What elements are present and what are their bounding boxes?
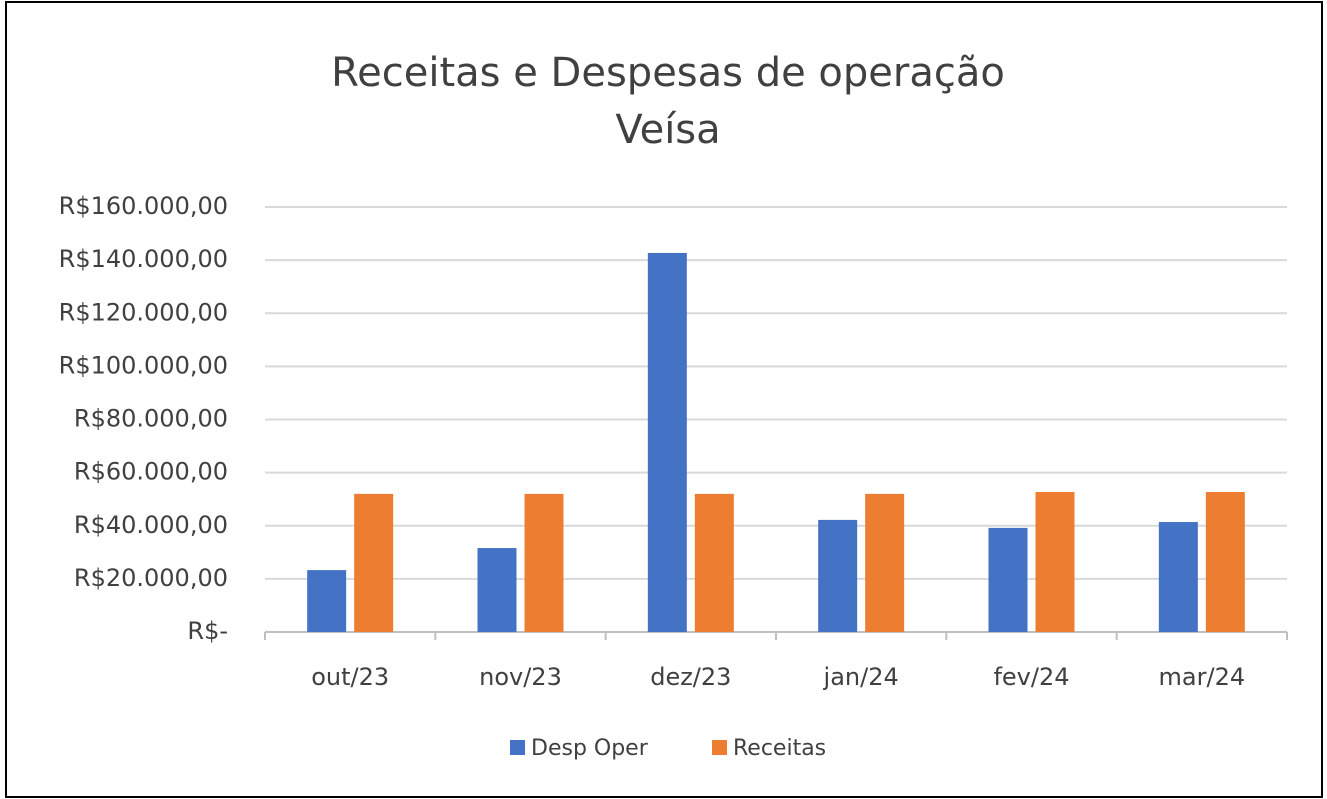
legend-label: Desp Oper (531, 736, 649, 761)
bar (818, 519, 858, 632)
legend-swatch (712, 740, 727, 755)
legend-label: Receitas (733, 736, 826, 761)
bar (307, 570, 347, 632)
chart-title: Veísa (615, 107, 720, 153)
x-tick-label: mar/24 (1159, 663, 1246, 691)
bar (1035, 492, 1075, 632)
bar (1205, 492, 1245, 632)
x-tick-label: fev/24 (993, 663, 1069, 691)
x-tick-label: nov/23 (479, 663, 562, 691)
legend-swatch (510, 740, 525, 755)
y-tick-label: R$120.000,00 (59, 298, 228, 326)
y-tick-label: R$40.000,00 (74, 511, 228, 539)
x-tick-label: jan/24 (823, 663, 899, 691)
bar (694, 493, 734, 632)
y-tick-label: R$80.000,00 (74, 405, 228, 433)
bar (988, 527, 1028, 632)
y-tick-label: R$100.000,00 (59, 351, 228, 379)
bar (524, 493, 564, 632)
bar (354, 493, 394, 632)
bar (865, 493, 905, 632)
y-tick-label: R$20.000,00 (74, 564, 228, 592)
x-tick-label: dez/23 (650, 663, 731, 691)
y-tick-label: R$60.000,00 (74, 458, 228, 486)
x-tick-label: out/23 (311, 663, 389, 691)
bar (1158, 522, 1198, 632)
y-tick-label: R$140.000,00 (59, 245, 228, 273)
chart-title: Receitas e Despesas de operação (331, 50, 1005, 96)
y-tick-label: R$160.000,00 (59, 192, 228, 220)
bar (647, 252, 687, 632)
y-tick-label: R$- (187, 617, 228, 645)
bar (477, 548, 517, 632)
